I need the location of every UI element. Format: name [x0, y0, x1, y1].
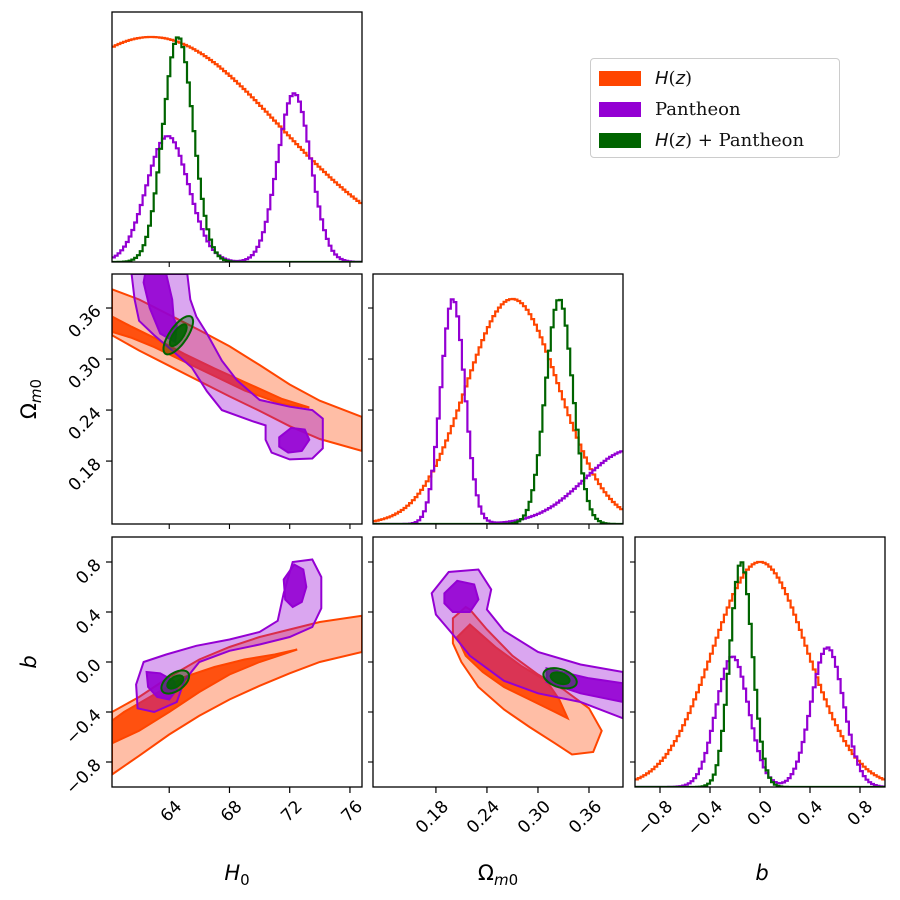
- x-tick-label-omega-m0: 0.36: [565, 797, 606, 838]
- hist-pantheon-h0: [112, 92, 362, 262]
- contour-pantheon-h0-b-95: [135, 558, 323, 714]
- x-tick-label-b: 0.4: [794, 797, 827, 830]
- legend-label-pantheon: Pantheon: [655, 99, 741, 120]
- contour-h-z-pantheon-h0-omega-m0-68: [168, 323, 188, 348]
- x-axis-label-h0: H0: [224, 861, 249, 889]
- legend-swatch-pantheon: [599, 102, 641, 117]
- x-tick-label-b: −0.8: [634, 797, 677, 840]
- legend-entry-hz: H(z): [599, 63, 839, 94]
- legend-entry-combined: H(z) + Pantheon: [599, 125, 839, 156]
- contour-pantheon-h0-omega-m0-68: [278, 426, 311, 454]
- y-tick-label-omega-m0: 0.30: [65, 352, 106, 393]
- x-tick-label-h0: 68: [217, 797, 246, 826]
- x-tick-label-b: 0.0: [744, 797, 777, 830]
- hist-pantheon-b: [635, 646, 885, 787]
- hist-h-z-omega-m0: [373, 297, 623, 523]
- x-tick-label-b: −0.4: [684, 797, 727, 840]
- x-tick-label-h0: 76: [338, 797, 367, 826]
- x-axis-label-b: b: [755, 861, 768, 885]
- contour-h-z-h0-b-68: [112, 648, 298, 745]
- x-tick-label-b: 0.8: [844, 797, 877, 830]
- contour-h-z-pantheon-omega-m0-b-68: [549, 671, 571, 686]
- hist-h-z-pantheon-omega-m0: [373, 298, 623, 524]
- x-tick-label-omega-m0: 0.30: [514, 797, 555, 838]
- histogram-layer: [112, 35, 885, 787]
- contour-h-z-omega-m0-b-68: [456, 623, 570, 721]
- x-tick-label-h0: 72: [277, 797, 306, 826]
- panel-frame-h0: [111, 11, 363, 263]
- y-tick-label-b: −0.8: [62, 755, 105, 798]
- contour-layer: [112, 274, 623, 776]
- legend-swatch-combined: [599, 133, 641, 148]
- legend-swatch-hz: [599, 71, 641, 86]
- hist-h-z-pantheon-b: [635, 561, 885, 787]
- y-tick-label-omega-m0: 0.36: [65, 301, 106, 342]
- y-tick-label-b: −0.4: [62, 705, 105, 748]
- panel-frame-h0-omega-m0: [111, 273, 363, 525]
- contour-h-z-h0-omega-m0-68: [112, 315, 310, 409]
- hist-h-z-pantheon-h0: [112, 36, 362, 262]
- panel-frame-b: [634, 536, 886, 788]
- contour-pantheon-h0-b-68: [282, 563, 308, 609]
- legend-label-combined: H(z) + Pantheon: [655, 130, 805, 151]
- legend-entry-pantheon: Pantheon: [599, 94, 839, 125]
- y-tick-label-omega-m0: 0.24: [65, 403, 106, 444]
- contour-h-z-pantheon-h0-b-68: [166, 674, 185, 690]
- y-tick-label-b: 0.8: [72, 555, 105, 588]
- y-tick-label-b: 0.4: [72, 605, 105, 638]
- hist-pantheon-omega-m0: [373, 298, 623, 524]
- contour-h-z-h0-b-95: [112, 614, 362, 776]
- legend: H(z) Pantheon H(z) + Pantheon: [590, 58, 840, 158]
- y-tick-label-b: 0.0: [72, 655, 105, 688]
- x-tick-label-omega-m0: 0.18: [412, 797, 453, 838]
- hist-h-z-h0: [112, 35, 362, 205]
- x-tick-label-omega-m0: 0.24: [463, 797, 504, 838]
- contour-pantheon-omega-m0-b-68: [443, 579, 480, 613]
- legend-label-hz: H(z): [655, 68, 693, 89]
- y-tick-label-omega-m0: 0.18: [65, 454, 106, 495]
- y-axis-label-omega-m0: Ωm0: [17, 379, 45, 419]
- y-axis-label-b: b: [17, 655, 41, 668]
- x-tick-label-h0: 64: [157, 797, 186, 826]
- x-axis-label-omega-m0: Ωm0: [478, 861, 518, 889]
- hist-h-z-b: [635, 560, 885, 781]
- panel-frame-omega-m0: [372, 273, 624, 525]
